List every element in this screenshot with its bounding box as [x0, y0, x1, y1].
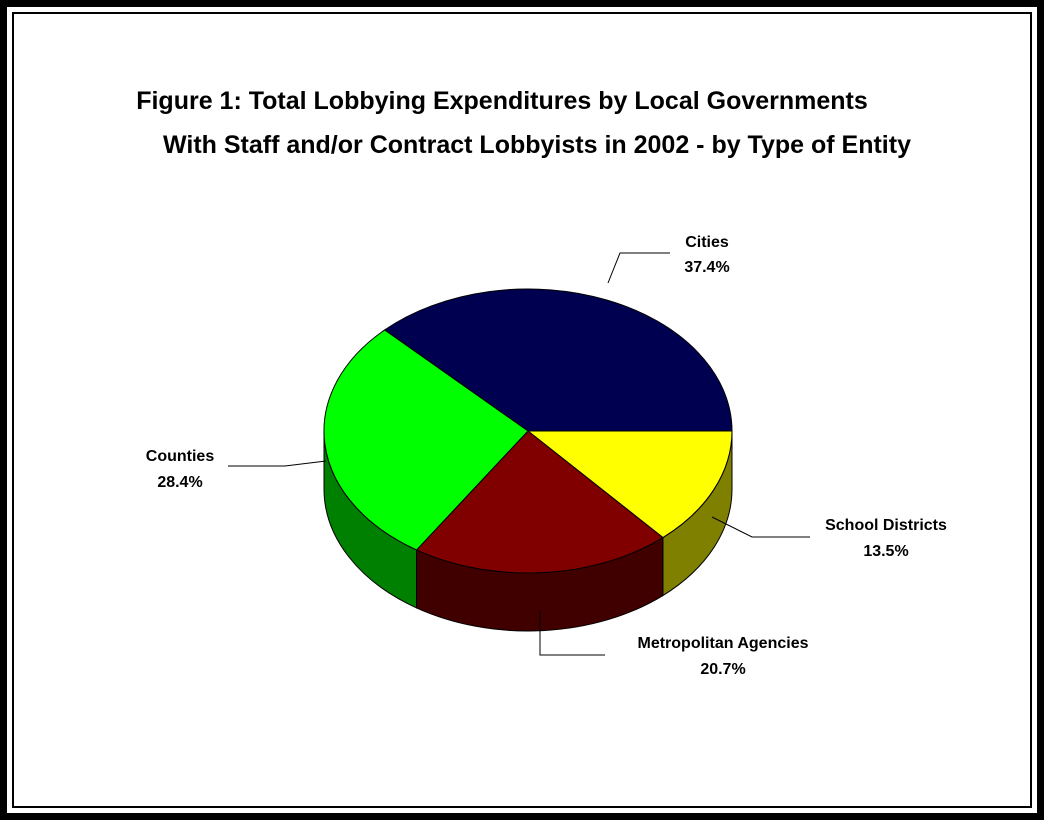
pie-slice-counties [323, 329, 529, 551]
slice-label-counties: Counties [146, 448, 215, 465]
slice-value-school-districts: 13.5% [863, 543, 908, 560]
slice-label-school-districts: School Districts [825, 517, 947, 534]
leader-line-metropolitan-agencies [539, 610, 605, 656]
slice-value-counties: 28.4% [157, 474, 202, 491]
chart-title-line-2: With Staff and/or Contract Lobbyists in … [163, 131, 911, 159]
pie-slices [323, 288, 733, 574]
pie-slice-cities [383, 288, 733, 432]
pie-slice-metropolitan-agencies [415, 430, 664, 574]
slice-label-metropolitan-agencies: Metropolitan Agencies [638, 635, 809, 652]
slice-label-cities: Cities [685, 234, 729, 251]
slice-value-cities: 37.4% [684, 259, 729, 276]
leader-line-school-districts [711, 516, 810, 538]
pie-slice-school-districts [526, 430, 733, 539]
leader-line-counties [228, 460, 327, 467]
leader-line-cities [607, 252, 670, 284]
chart-title-line-1: Figure 1: Total Lobbying Expenditures by… [136, 87, 868, 115]
chart-area [12, 12, 1032, 808]
slice-value-metropolitan-agencies: 20.7% [700, 661, 745, 678]
